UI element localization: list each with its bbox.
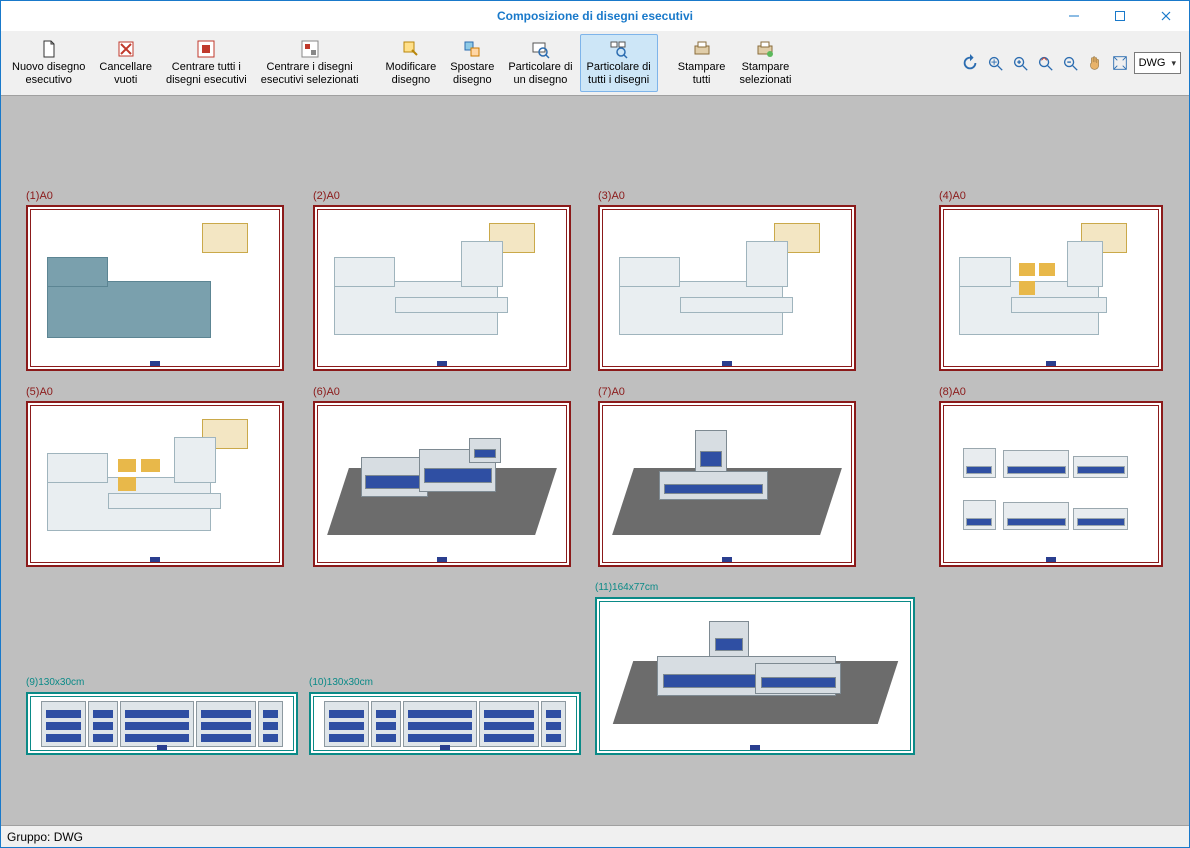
zoom-out-icon — [1036, 54, 1054, 72]
mini-tool-zoom-prev[interactable] — [958, 51, 982, 75]
maximize-button[interactable] — [1097, 1, 1143, 31]
chevron-down-icon: ▾ — [1171, 58, 1176, 69]
toolbar-button-label: Particolare di tutti i disegni — [587, 61, 651, 87]
drawing-thumbnail-3[interactable]: (3)A0 — [598, 189, 856, 371]
toolbar-button-center-all[interactable]: Centrare tutti i disegni esecutivi — [159, 34, 254, 92]
zoom-in-icon — [1011, 54, 1029, 72]
thumbnail-label: (5)A0 — [26, 385, 284, 399]
mini-tool-zoom-extents[interactable] — [983, 51, 1007, 75]
move-icon — [462, 39, 482, 59]
print-icon — [692, 39, 712, 59]
drawing-thumbnail-11[interactable]: (11)164x77cm — [595, 581, 915, 755]
toolbar-right: DWG ▾ — [958, 34, 1185, 92]
minimize-button[interactable] — [1051, 1, 1097, 31]
mini-tool-zoom-out[interactable] — [1033, 51, 1057, 75]
thumbnail-label: (6)A0 — [313, 385, 571, 399]
thumbnail-label: (7)A0 — [598, 385, 856, 399]
close-button[interactable] — [1143, 1, 1189, 31]
thumbnail-label: (11)164x77cm — [595, 581, 915, 595]
thumbnail-label: (3)A0 — [598, 189, 856, 203]
mini-tool-zoom-in[interactable] — [1008, 51, 1032, 75]
toolbar-button-modify[interactable]: Modificare disegno — [379, 34, 444, 92]
file-new-icon — [39, 39, 59, 59]
thumbnail-label: (4)A0 — [939, 189, 1163, 203]
toolbar-separator — [664, 34, 665, 92]
toolbar-button-delete[interactable]: Cancellare vuoti — [92, 34, 159, 92]
mini-tool-zoom-window[interactable] — [1058, 51, 1082, 75]
toolbar-button-detail-all[interactable]: Particolare di tutti i disegni — [580, 34, 658, 92]
toolbar-button-detail-one[interactable]: Particolare di un disegno — [501, 34, 579, 92]
drawing-thumbnail-6[interactable]: (6)A0 — [313, 385, 571, 567]
mini-tools — [958, 51, 1132, 75]
zoom-extents-icon — [986, 54, 1004, 72]
toolbar-button-label: Cancellare vuoti — [99, 61, 152, 87]
toolbar-button-label: Particolare di un disegno — [508, 61, 572, 87]
toolbar-button-label: Modificare disegno — [386, 61, 437, 87]
status-text: Gruppo: DWG — [7, 830, 83, 844]
format-select-value: DWG — [1139, 57, 1166, 69]
toolbar-button-label: Spostare disegno — [450, 61, 494, 87]
fit-icon — [1111, 54, 1129, 72]
thumbnail-label: (8)A0 — [939, 385, 1163, 399]
thumbnail-label: (2)A0 — [313, 189, 571, 203]
thumbnail-label: (10)130x30cm — [309, 676, 581, 690]
toolbar-button-print-sel[interactable]: Stampare selezionati — [732, 34, 798, 92]
thumbnail-label: (9)130x30cm — [26, 676, 298, 690]
format-select[interactable]: DWG ▾ — [1134, 52, 1181, 74]
zoom-window-icon — [1061, 54, 1079, 72]
toolbar-group-file: Nuovo disegno esecutivo Cancellare vuoti C… — [5, 34, 366, 92]
mini-tool-pan[interactable] — [1083, 51, 1107, 75]
thumbnail-frame — [939, 205, 1163, 371]
toolbar-button-print-all[interactable]: Stampare tutti — [671, 34, 733, 92]
print-sel-icon — [755, 39, 775, 59]
thumbnail-frame — [939, 401, 1163, 567]
thumbnail-frame — [26, 692, 298, 755]
center-sel-icon — [300, 39, 320, 59]
toolbar-group-print: Stampare tutti Stampare selezionati — [671, 34, 799, 92]
center-all-icon — [196, 39, 216, 59]
thumbnail-label: (1)A0 — [26, 189, 284, 203]
zoom-one-icon — [530, 39, 550, 59]
toolbar-button-new[interactable]: Nuovo disegno esecutivo — [5, 34, 92, 92]
edit-icon — [401, 39, 421, 59]
refresh-arrow-icon — [961, 54, 979, 72]
toolbar: Nuovo disegno esecutivo Cancellare vuoti C… — [1, 31, 1189, 96]
thumbnail-frame — [598, 401, 856, 567]
toolbar-button-move[interactable]: Spostare disegno — [443, 34, 501, 92]
drawing-thumbnail-10[interactable]: (10)130x30cm — [309, 676, 581, 755]
window-title: Composizione di disegni esecutivi — [1, 9, 1189, 23]
thumbnail-frame — [313, 401, 571, 567]
toolbar-button-label: Stampare selezionati — [739, 61, 791, 87]
drawing-thumbnail-8[interactable]: (8)A0 — [939, 385, 1163, 567]
toolbar-separator — [372, 34, 373, 92]
toolbar-group-edit: Modificare disegno Spostare disegno Partic… — [379, 34, 658, 92]
mini-tool-fit[interactable] — [1108, 51, 1132, 75]
toolbar-button-center-sel[interactable]: Centrare i disegni esecutivi selezionati — [254, 34, 366, 92]
toolbar-button-label: Centrare i disegni esecutivi selezionati — [261, 61, 359, 87]
toolbar-button-label: Stampare tutti — [678, 61, 726, 87]
toolbar-button-label: Centrare tutti i disegni esecutivi — [166, 61, 247, 87]
drawing-canvas[interactable]: (1)A0 (2)A0 (3)A0 (4)A0 (5)A0 (6)A0 (7)A0 (8)A0… — [1, 96, 1189, 825]
drawing-thumbnail-7[interactable]: (7)A0 — [598, 385, 856, 567]
drawing-thumbnail-1[interactable]: (1)A0 — [26, 189, 284, 371]
thumbnail-frame — [313, 205, 571, 371]
delete-x-icon — [116, 39, 136, 59]
thumbnail-frame — [309, 692, 581, 755]
thumbnail-frame — [598, 205, 856, 371]
window-controls — [1051, 1, 1189, 31]
drawing-thumbnail-5[interactable]: (5)A0 — [26, 385, 284, 567]
drawing-thumbnail-9[interactable]: (9)130x30cm — [26, 676, 298, 755]
status-bar: Gruppo: DWG — [1, 825, 1189, 847]
drawing-thumbnail-2[interactable]: (2)A0 — [313, 189, 571, 371]
thumbnail-frame — [26, 205, 284, 371]
thumbnail-frame — [26, 401, 284, 567]
drawing-thumbnail-4[interactable]: (4)A0 — [939, 189, 1163, 371]
toolbar-button-label: Nuovo disegno esecutivo — [12, 61, 85, 87]
pan-hand-icon — [1086, 54, 1104, 72]
zoom-all-icon — [609, 39, 629, 59]
thumbnail-frame — [595, 597, 915, 755]
title-bar: Composizione di disegni esecutivi — [1, 1, 1189, 31]
